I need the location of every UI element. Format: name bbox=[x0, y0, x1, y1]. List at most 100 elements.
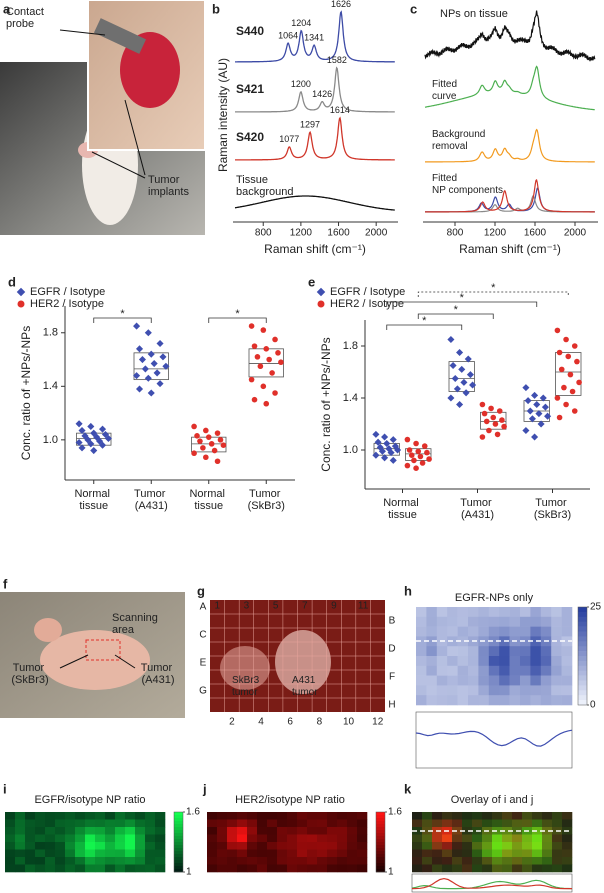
point bbox=[456, 400, 464, 409]
heat-cell bbox=[347, 812, 358, 820]
heat-cell bbox=[5, 834, 16, 843]
heat-cell bbox=[135, 849, 146, 858]
heat-cell bbox=[347, 827, 358, 835]
heat-cell bbox=[520, 685, 531, 696]
heat-cell bbox=[257, 827, 268, 835]
grid-label: E bbox=[200, 658, 207, 669]
point bbox=[214, 458, 221, 465]
heat-cell bbox=[95, 819, 106, 828]
heat-cell bbox=[267, 857, 278, 865]
heat-cell bbox=[237, 827, 248, 835]
point bbox=[413, 440, 419, 447]
panel-title: Overlay of i and j bbox=[451, 794, 534, 806]
colorbar bbox=[376, 839, 385, 843]
pointer bbox=[91, 151, 146, 179]
colorbar bbox=[376, 830, 385, 834]
heat-cell bbox=[15, 819, 26, 828]
heat-cell bbox=[15, 827, 26, 835]
heat-cell bbox=[247, 849, 258, 858]
heat-cell bbox=[512, 864, 523, 873]
colorbar-frame bbox=[375, 811, 386, 873]
heat-cell bbox=[452, 819, 463, 828]
colorbar bbox=[578, 670, 587, 676]
heat-cell bbox=[457, 656, 469, 667]
heat-cell bbox=[145, 857, 156, 865]
colorbar bbox=[174, 863, 183, 867]
heat-cell bbox=[416, 656, 427, 667]
point bbox=[567, 371, 574, 378]
heat-cell bbox=[45, 864, 56, 873]
point bbox=[408, 452, 415, 459]
colorbar bbox=[174, 851, 183, 855]
point bbox=[374, 438, 382, 446]
heat-cell bbox=[412, 842, 423, 850]
point bbox=[533, 400, 541, 409]
heat-cell bbox=[436, 685, 448, 696]
point bbox=[574, 358, 580, 365]
heat-cell bbox=[337, 864, 348, 873]
heat-cell bbox=[552, 834, 563, 843]
heat-cell bbox=[488, 685, 500, 696]
colorbar bbox=[578, 690, 587, 696]
y-tick-label: 1.0 bbox=[43, 434, 58, 446]
spectrum bbox=[425, 179, 595, 213]
colorbar bbox=[578, 660, 587, 667]
heat-cell bbox=[115, 827, 126, 835]
heat-cell bbox=[317, 827, 328, 835]
heat-cell bbox=[447, 656, 458, 667]
point bbox=[569, 388, 576, 395]
heat-cell bbox=[357, 864, 368, 873]
colorbar bbox=[376, 842, 385, 846]
heat-cell bbox=[482, 842, 493, 850]
colorbar bbox=[376, 833, 385, 837]
heat-cell bbox=[452, 864, 463, 873]
heat-cell bbox=[307, 842, 318, 850]
heat-cell bbox=[468, 656, 479, 667]
heat-cell bbox=[307, 819, 318, 828]
heat-cell bbox=[85, 827, 96, 835]
heat-cell bbox=[217, 849, 228, 858]
heat-cell bbox=[227, 849, 238, 858]
tumor bbox=[275, 630, 331, 694]
heat-cell bbox=[542, 864, 553, 873]
heat-cell bbox=[277, 849, 288, 858]
heat-cell bbox=[105, 827, 116, 835]
panel-label: e bbox=[308, 274, 315, 289]
pointer bbox=[114, 654, 136, 669]
y-tick-label: 1.4 bbox=[43, 380, 58, 392]
heat-cell bbox=[35, 864, 46, 873]
grid-label: 9 bbox=[331, 601, 337, 612]
x-tick-label: 2000 bbox=[564, 228, 587, 239]
heat-cell bbox=[422, 857, 433, 865]
curve-label: Fitted NP components bbox=[432, 173, 503, 196]
point bbox=[488, 405, 494, 412]
heat-cell bbox=[468, 616, 479, 627]
tumor bbox=[220, 646, 270, 690]
heat-cell bbox=[472, 842, 483, 850]
heat-cell bbox=[5, 819, 16, 828]
heat-cell bbox=[347, 857, 358, 865]
heat-cell bbox=[561, 685, 573, 696]
heat-cell bbox=[512, 857, 523, 865]
heat-cell bbox=[426, 665, 438, 676]
heat-cell bbox=[436, 607, 448, 618]
heat-cell bbox=[267, 849, 278, 858]
heat-cell bbox=[468, 665, 479, 676]
heat-cell bbox=[25, 819, 36, 828]
heat-cell bbox=[95, 827, 106, 835]
point bbox=[499, 417, 505, 423]
heat-cell bbox=[422, 819, 433, 828]
heat-cell bbox=[357, 842, 368, 850]
significance: * bbox=[460, 292, 465, 304]
heat-cell bbox=[436, 616, 448, 627]
heat-cell bbox=[297, 812, 308, 820]
heat-cell bbox=[422, 842, 433, 850]
heat-cell bbox=[257, 819, 268, 828]
annotation: Tumor implants bbox=[148, 174, 189, 198]
heat-cell bbox=[25, 849, 36, 858]
heat-cell bbox=[247, 864, 258, 873]
point bbox=[220, 442, 227, 449]
heat-cell bbox=[317, 842, 328, 850]
point bbox=[571, 408, 578, 414]
heat-cell bbox=[482, 819, 493, 828]
